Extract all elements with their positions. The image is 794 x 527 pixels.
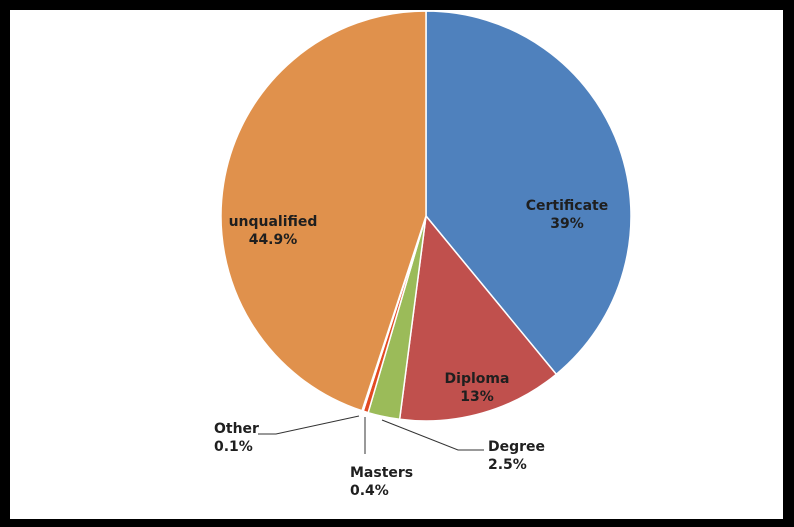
value-label-degree: 2.5%: [488, 457, 527, 473]
label-certificate: Certificate: [526, 198, 608, 214]
value-label-other: 0.1%: [214, 439, 253, 455]
leader-line-other: [258, 415, 360, 435]
slice-diploma: [398, 214, 558, 422]
pie-chart: Certificate 39% Diploma 13% Degree 2.5% Master…: [214, 10, 632, 499]
label-unqualified: unqualified: [229, 214, 318, 230]
label-diploma: Diploma: [445, 371, 510, 387]
value-label-diploma: 13%: [460, 389, 494, 405]
chart-canvas: Certificate 39% Diploma 13% Degree 2.5% Master…: [10, 10, 783, 519]
label-masters: Masters: [350, 465, 413, 481]
label-degree: Degree: [488, 439, 545, 455]
slice-certificate: [425, 10, 632, 376]
leader-line-degree: [381, 419, 484, 451]
value-label-unqualified: 44.9%: [249, 232, 298, 248]
label-other: Other: [214, 421, 259, 437]
slice-unqualified: [220, 10, 427, 412]
value-label-certificate: 39%: [550, 216, 584, 232]
value-label-masters: 0.4%: [350, 483, 389, 499]
